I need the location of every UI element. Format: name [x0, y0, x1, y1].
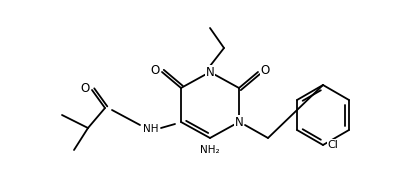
Text: O: O: [150, 65, 160, 77]
Text: O: O: [260, 65, 270, 77]
Text: N: N: [235, 115, 243, 129]
Text: N: N: [206, 66, 214, 79]
Text: NH₂: NH₂: [200, 145, 220, 155]
Text: O: O: [80, 82, 90, 95]
Text: NH: NH: [143, 124, 159, 134]
Text: Cl: Cl: [327, 140, 339, 150]
